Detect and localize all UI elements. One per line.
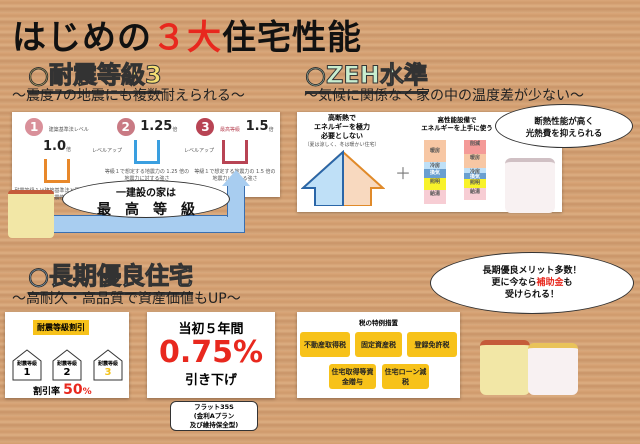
grade-house-3: 耐震等級 3 — [93, 349, 123, 381]
house-icon — [222, 139, 248, 164]
discount-title: 耐震等級割引 — [33, 320, 89, 335]
tax-item: 住宅取得等資金贈与 — [329, 364, 376, 389]
section-subtitle-seismic: ～震度7の地震にも複数耐えられる～ — [12, 88, 245, 104]
level-up-label: レベルアップ — [184, 148, 215, 154]
mascot-house — [480, 340, 530, 395]
section-heading-zeh: ○ZEH水準 — [305, 55, 428, 94]
mascot-house-pink — [505, 158, 555, 213]
energy-bar-before: 暖房 冷房 換気 照明 給湯 — [424, 140, 446, 204]
page-title: はじめの３大住宅性能 — [12, 18, 362, 58]
reduce-arrow-icon: 削減 — [464, 140, 486, 154]
section-heading-longterm: ○長期優良住宅 — [28, 256, 193, 295]
speech-bubble-seismic: 一建設の家は 最 高 等 級 — [62, 180, 230, 218]
tax-item: 不動産取得税 — [300, 332, 350, 357]
grade-house-1: 耐震等級 1 — [12, 349, 42, 381]
speech-bubble-longterm: 長期優良メリット多数！ 更に今なら補助金も 受けられる！ — [430, 252, 634, 314]
tax-item: 登録免許税 — [407, 332, 457, 357]
house-icon — [44, 158, 70, 183]
grade-step-2: 2 1.25倍 等級１で想定する地震力の 1.25 倍の地震力に対する強さ — [104, 117, 190, 182]
insulation-text: 高断熱で エネルギーを極力 必要としない （夏は涼しく、冬は暖かい住宅） — [304, 114, 380, 148]
rate-panel: 当初５年間 0.75% 引き下げ — [147, 312, 275, 398]
grade-house-2: 耐震等級 2 — [52, 349, 82, 381]
flat35-label: フラット35S (金利Aプラン 及び維持保全型) — [170, 401, 258, 431]
discount-panel: 耐震等級割引 耐震等級 1 耐震等級 2 耐震等級 3 割引率 50% — [5, 312, 129, 398]
speech-bubble-zeh: 断熱性能が高く 光熱費を抑えられる — [495, 104, 633, 148]
tax-item: 住宅ローン減税 — [382, 364, 429, 389]
house-icon — [134, 139, 160, 164]
tax-item: 固定資産税 — [355, 332, 402, 357]
section-heading-seismic: ○耐震等級3 — [28, 55, 162, 94]
section-subtitle-zeh: ～気候に関係なく家の中の温度差が少ない～ — [304, 88, 584, 104]
tax-panel: 税の特例措置 不動産取得税 固定資産税 登録免許税 住宅取得等資金贈与 住宅ロー… — [297, 312, 460, 398]
mascot-house-pink — [528, 343, 578, 395]
equipment-text: 高性能設備で エネルギーを上手に使う — [421, 116, 493, 132]
mascot-house — [8, 190, 54, 238]
discount-rate: 割引率 50% — [33, 382, 92, 398]
grade-step-1: 1 建築基準法レベル 1.0倍 耐震等級１は建築基準法と同レベルの耐震性 — [14, 117, 100, 201]
house-arrow-icon — [300, 149, 386, 210]
energy-bar-after: 削減 暖房 冷房 換気 照明 給湯 — [464, 140, 486, 200]
section-subtitle-longterm: ～高耐久・高品質で資産価値もUP～ — [12, 291, 241, 307]
level-up-label: レベルアップ — [92, 148, 123, 154]
